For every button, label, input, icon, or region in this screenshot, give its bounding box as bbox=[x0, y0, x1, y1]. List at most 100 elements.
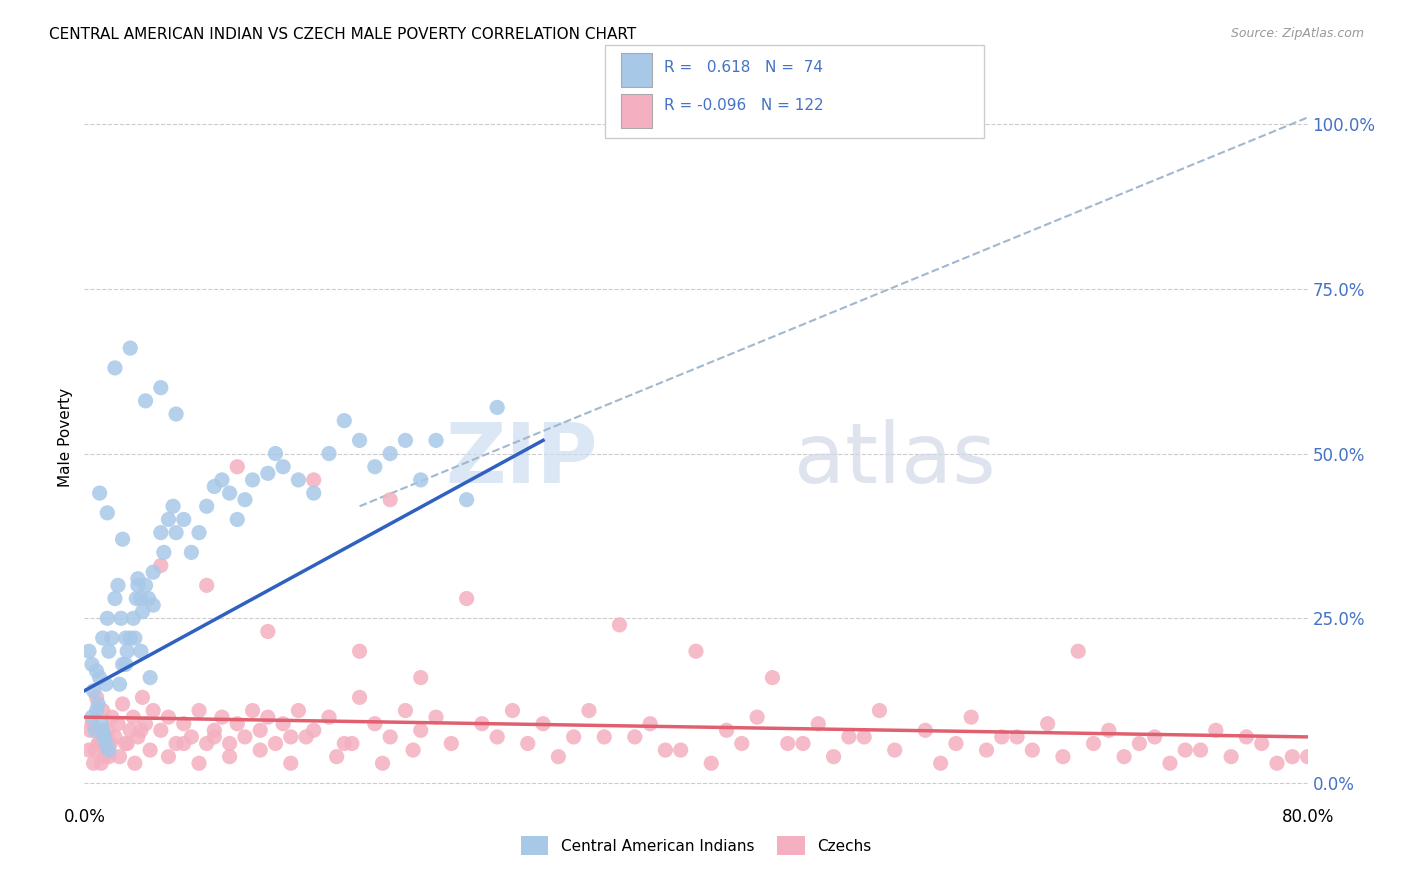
Point bbox=[142, 565, 165, 579]
Point bbox=[380, 446, 402, 460]
Point bbox=[165, 737, 187, 751]
Point bbox=[295, 730, 318, 744]
Point bbox=[578, 704, 600, 718]
Point bbox=[84, 743, 107, 757]
Point bbox=[380, 492, 402, 507]
Point bbox=[79, 723, 101, 738]
Point bbox=[101, 710, 124, 724]
Point bbox=[80, 716, 103, 731]
Point bbox=[776, 737, 799, 751]
Point bbox=[685, 644, 707, 658]
Point bbox=[97, 749, 120, 764]
Point bbox=[111, 697, 134, 711]
Point bbox=[486, 401, 509, 415]
Point bbox=[1005, 730, 1028, 744]
Point bbox=[131, 605, 153, 619]
Point bbox=[114, 657, 136, 672]
Point bbox=[195, 500, 218, 514]
Point bbox=[108, 749, 131, 764]
Point bbox=[211, 473, 233, 487]
Point bbox=[86, 690, 108, 705]
Point bbox=[287, 704, 309, 718]
Point bbox=[249, 723, 271, 738]
Point bbox=[115, 644, 138, 658]
Point bbox=[125, 591, 148, 606]
Point bbox=[257, 710, 280, 724]
Point bbox=[333, 414, 356, 428]
Point bbox=[1250, 737, 1272, 751]
Point bbox=[1220, 749, 1243, 764]
Point bbox=[104, 730, 127, 744]
Point bbox=[1021, 743, 1043, 757]
Point bbox=[80, 657, 103, 672]
Point bbox=[83, 756, 105, 771]
Point bbox=[188, 756, 211, 771]
Point bbox=[107, 716, 129, 731]
Y-axis label: Male Poverty: Male Poverty bbox=[58, 387, 73, 487]
Point bbox=[1036, 716, 1059, 731]
Point bbox=[195, 737, 218, 751]
Point bbox=[107, 578, 129, 592]
Point bbox=[129, 723, 152, 738]
Point bbox=[731, 737, 754, 751]
Point bbox=[149, 558, 172, 573]
Point bbox=[257, 624, 280, 639]
Point bbox=[86, 664, 108, 678]
Point bbox=[302, 723, 325, 738]
Point bbox=[87, 697, 110, 711]
Point bbox=[531, 716, 554, 731]
Point bbox=[202, 723, 225, 738]
Point bbox=[869, 704, 891, 718]
Point bbox=[1159, 756, 1181, 771]
Point bbox=[1143, 730, 1166, 744]
Point bbox=[976, 743, 998, 757]
Point bbox=[700, 756, 723, 771]
Point bbox=[409, 723, 432, 738]
Point bbox=[202, 730, 225, 744]
Point bbox=[287, 473, 309, 487]
Point bbox=[218, 749, 240, 764]
Text: R =   0.618   N =  74: R = 0.618 N = 74 bbox=[664, 60, 823, 75]
Point bbox=[86, 704, 108, 718]
Point bbox=[124, 631, 146, 645]
Point bbox=[371, 756, 394, 771]
Point bbox=[364, 716, 387, 731]
Point bbox=[1052, 749, 1074, 764]
Point bbox=[264, 737, 287, 751]
Text: R = -0.096   N = 122: R = -0.096 N = 122 bbox=[664, 98, 824, 113]
Point bbox=[318, 446, 340, 460]
Point bbox=[142, 598, 165, 612]
Point bbox=[122, 611, 145, 625]
Point bbox=[516, 737, 538, 751]
Point bbox=[101, 631, 124, 645]
Point bbox=[1128, 737, 1150, 751]
Point bbox=[135, 393, 157, 408]
Point bbox=[93, 730, 115, 744]
Point bbox=[104, 360, 127, 375]
Point bbox=[960, 710, 983, 724]
Point bbox=[188, 704, 211, 718]
Point bbox=[96, 506, 118, 520]
Point bbox=[94, 737, 117, 751]
Point bbox=[1281, 749, 1303, 764]
Point bbox=[129, 644, 152, 658]
Point bbox=[991, 730, 1014, 744]
Point bbox=[142, 704, 165, 718]
Point bbox=[271, 459, 294, 474]
Point bbox=[747, 710, 769, 724]
Point bbox=[226, 512, 249, 526]
Point bbox=[120, 723, 142, 738]
Point bbox=[173, 737, 195, 751]
Point bbox=[104, 591, 127, 606]
Point bbox=[157, 512, 180, 526]
Point bbox=[823, 749, 845, 764]
Point bbox=[486, 730, 509, 744]
Point bbox=[89, 671, 111, 685]
Point bbox=[302, 473, 325, 487]
Point bbox=[502, 704, 524, 718]
Point bbox=[1296, 749, 1319, 764]
Point bbox=[226, 459, 249, 474]
Point bbox=[761, 671, 783, 685]
Point bbox=[129, 591, 152, 606]
Point bbox=[593, 730, 616, 744]
